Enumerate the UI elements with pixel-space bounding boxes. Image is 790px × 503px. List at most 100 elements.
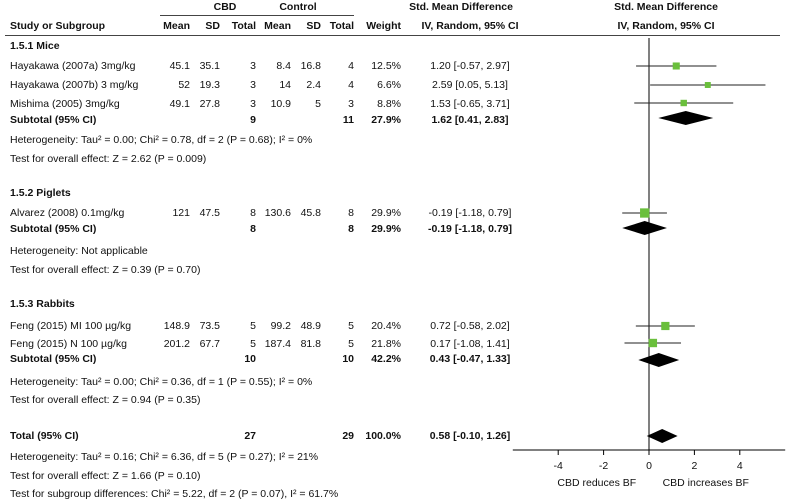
subgroup-title: 1.5.3 Rabbits [10,298,75,310]
study-name: Feng (2015) N 100 µg/kg [10,338,127,350]
subgroup-title: 1.5.2 Piglets [10,187,71,199]
control-sd: 5 [315,98,321,110]
total-cbd-n: 27 [244,430,256,442]
study-weight: 20.4% [371,320,401,332]
control-total: 3 [348,98,354,110]
control-sd: 81.8 [300,338,321,350]
study-name: Alvarez (2008) 0.1mg/kg [10,207,125,219]
control-mean: 8.4 [276,60,291,72]
total-weight: 100.0% [365,430,401,442]
control-total: 4 [348,79,354,91]
cbd-total: 3 [250,60,256,72]
cbd-mean: 52 [178,79,190,91]
study-point [680,99,687,107]
subtotal-weight: 27.9% [371,114,401,126]
total-heterogeneity-text: Heterogeneity: Tau² = 0.16; Chi² = 6.36,… [10,451,319,463]
subgroup-differences-text: Test for subgroup differences: Chi² = 5.… [10,488,339,500]
study-ci: 0.72 [-0.58, 2.02] [430,320,510,332]
cbd-sd: 27.8 [199,98,220,110]
cbd-group-header: CBD [213,1,237,13]
x-label-right: CBD increases BF [663,477,749,489]
subtotal-ci: -0.19 [-1.18, 0.79] [427,223,513,235]
col-sd-control: SD [306,20,321,32]
col-smd-method: IV, Random, 95% CI [421,20,519,32]
subtotal-cbd-total: 9 [250,114,256,126]
control-total: 5 [348,338,354,350]
study-weight: 6.6% [377,79,401,91]
subtotal-control-total: 11 [342,114,354,126]
subtotal-ci: 1.62 [0.41, 2.83] [431,114,509,126]
subtotal-ci: 0.43 [-0.47, 1.33] [429,353,511,365]
x-tick-label: -4 [554,460,563,472]
subtotal-control-total: 10 [342,353,354,365]
overall-effect-text: Test for overall effect: Z = 2.62 (P = 0… [10,153,207,165]
x-tick-label: 4 [737,460,743,472]
study-ci: 1.53 [-0.65, 3.71] [430,98,510,110]
control-total: 4 [348,60,354,72]
cbd-sd: 67.7 [199,338,220,350]
subtotal-cbd-total: 8 [250,223,256,235]
cbd-mean: 49.1 [169,98,190,110]
control-mean: 187.4 [264,338,291,350]
plot-header-title: Std. Mean Difference [614,1,718,13]
col-total-cbd: Total [231,20,256,32]
control-mean: 10.9 [270,98,291,110]
study-ci: 1.20 [-0.57, 2.97] [430,60,510,72]
summary-diamond [622,221,667,235]
col-sd-cbd: SD [205,20,220,32]
cbd-sd: 19.3 [199,79,220,91]
overall-effect-text: Test for overall effect: Z = 0.39 (P = 0… [10,264,201,276]
control-sd: 45.8 [300,207,321,219]
col-weight: Weight [366,20,401,32]
cbd-sd: 73.5 [199,320,220,332]
control-header-rule [262,15,354,16]
study-weight: 21.8% [371,338,401,350]
study-point [648,338,658,348]
col-study: Study or Subgroup [10,20,106,32]
subtotal-weight: 42.2% [371,353,401,365]
cbd-total: 3 [250,79,256,91]
plot-header-method: IV, Random, 95% CI [617,20,715,32]
subgroup-title: 1.5.1 Mice [10,40,60,52]
overall-effect-text: Test for overall effect: Z = 0.94 (P = 0… [10,394,201,406]
study-name: Feng (2015) MI 100 µg/kg [10,320,132,332]
cbd-mean: 201.2 [163,338,190,350]
cbd-total: 3 [250,98,256,110]
study-name: Hayakawa (2007b) 3 mg/kg [10,79,139,91]
subtotal-label: Subtotal (95% CI) [10,353,97,365]
heterogeneity-text: Heterogeneity: Tau² = 0.00; Chi² = 0.36,… [10,376,313,388]
heterogeneity-text: Heterogeneity: Tau² = 0.00; Chi² = 0.78,… [10,134,313,146]
summary-diamond [658,111,714,125]
subtotal-label: Subtotal (95% CI) [10,223,97,235]
control-group-header: Control [279,1,317,13]
cbd-mean: 148.9 [163,320,190,332]
cbd-header-rule [160,15,262,16]
study-weight: 8.8% [377,98,401,110]
cbd-total: 5 [250,320,256,332]
total-overall-effect-text: Test for overall effect: Z = 1.66 (P = 0… [10,470,201,482]
cbd-mean: 45.1 [169,60,190,72]
study-weight: 12.5% [371,60,401,72]
subtotal-cbd-total: 10 [244,353,256,365]
summary-diamond [638,353,680,367]
study-ci: -0.19 [-1.18, 0.79] [428,207,512,219]
control-sd: 2.4 [306,79,321,91]
study-ci: 2.59 [0.05, 5.13] [432,79,508,91]
heterogeneity-text: Heterogeneity: Not applicable [10,245,148,257]
total-control-n: 29 [342,430,354,442]
study-weight: 29.9% [371,207,401,219]
x-label-left: CBD reduces BF [557,477,636,489]
study-name: Hayakawa (2007a) 3mg/kg [10,60,136,72]
study-name: Mishima (2005) 3mg/kg [10,98,120,110]
x-tick-label: 0 [646,460,652,472]
study-ci: 0.17 [-1.08, 1.41] [430,338,510,350]
total-ci: 0.58 [-0.10, 1.26] [429,430,511,442]
col-mean-control: Mean [264,20,291,32]
control-total: 5 [348,320,354,332]
x-tick-label: 2 [691,460,697,472]
control-sd: 48.9 [300,320,321,332]
cbd-sd: 47.5 [199,207,220,219]
study-point [704,82,711,88]
control-mean: 14 [279,79,291,91]
control-mean: 130.6 [264,207,291,219]
